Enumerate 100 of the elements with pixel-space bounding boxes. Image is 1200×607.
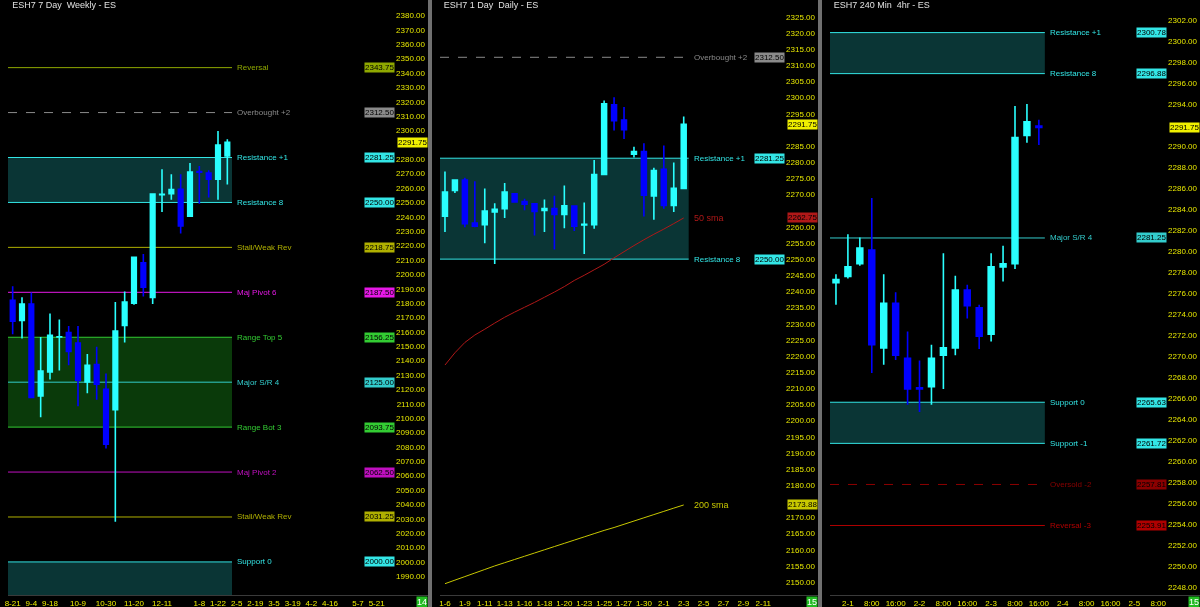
x-tick-label: 5-21	[368, 598, 386, 607]
ref-line-label: Resistance 8	[694, 255, 741, 264]
x-tick-label: 5-7	[352, 598, 365, 607]
candlestick	[56, 318, 63, 372]
candlestick	[951, 275, 960, 357]
ref-line-label: Resistance +1	[237, 153, 289, 162]
annotation: 2253.91	[1137, 521, 1167, 530]
annotation: 2281.25	[365, 153, 395, 162]
candlestick	[481, 187, 488, 245]
annotation: 2281.25	[755, 154, 785, 163]
candlestick	[205, 169, 212, 199]
x-tick-label: 16:00	[885, 598, 907, 607]
ref-line-label: Stall/Weak Rev	[237, 512, 292, 521]
candlestick	[177, 173, 184, 235]
x-tick-label: 2-19	[247, 598, 264, 607]
ref-line-label: Support 0	[1050, 398, 1086, 407]
candlestick	[868, 197, 876, 374]
annotation: 2300.78	[1137, 28, 1167, 37]
y-tick-label: 2120.00	[396, 385, 426, 395]
annotation: 2312.50	[755, 53, 785, 62]
ref-line-label: Resistance 8	[1050, 69, 1097, 78]
y-tick-label: 2180.00	[396, 298, 426, 308]
y-tick-label: 2070.00	[396, 457, 426, 467]
x-tick-label: 8:00	[1150, 598, 1167, 607]
y-tick-label: 2090.00	[396, 428, 426, 438]
y-tick-label: 2260.00	[396, 183, 426, 193]
y-tick-label: 2300.00	[1168, 36, 1198, 46]
y-tick-label: 2320.00	[396, 97, 426, 107]
candlestick	[441, 170, 449, 233]
y-tick-label: 2195.00	[786, 432, 816, 442]
y-tick-label: 2298.00	[1168, 57, 1198, 67]
x-tick-label: 10-30	[95, 598, 117, 607]
candlestick	[168, 173, 175, 201]
y-tick-label: 2250.00	[1168, 562, 1198, 572]
candlestick	[975, 303, 983, 350]
y-tick-label: 2248.00	[1168, 583, 1198, 593]
x-tick-label: 16:00	[1100, 598, 1122, 607]
y-tick-label: 2270.00	[1168, 352, 1198, 362]
x-tick-label: 1-9	[459, 598, 472, 607]
x-tick-label: 16:00	[957, 598, 978, 607]
ref-line-label: Resistance 8	[237, 198, 284, 207]
x-tick-label: 1-11	[477, 598, 494, 607]
x-tick-label: 2-1	[658, 598, 671, 607]
x-tick-label: 1-22	[209, 598, 227, 607]
y-tick-label: 2256.00	[1168, 499, 1198, 509]
x-tick-label: 1-23	[576, 598, 593, 607]
y-tick-label: 2165.00	[786, 529, 816, 539]
y-tick-label: 2250.00	[396, 198, 426, 208]
x-tick-label: 8:00	[935, 598, 952, 607]
x-tick-label: 2-3	[985, 598, 998, 607]
candlestick	[158, 168, 166, 213]
ref-line-label: Resistance +1	[694, 154, 746, 163]
candlestick	[491, 202, 498, 265]
y-tick-label: 2210.00	[786, 384, 816, 394]
x-tick-label: 2-9	[737, 598, 750, 607]
candlestick	[130, 256, 138, 306]
x-tick-label: 9-4	[25, 598, 38, 607]
x-tick-label: 1-8	[193, 598, 206, 607]
y-tick-label: 2255.00	[786, 238, 816, 248]
candlestick	[521, 197, 528, 212]
y-tick-label: 2320.00	[786, 28, 816, 38]
candlestick	[18, 296, 26, 340]
y-tick-label: 2170.00	[786, 513, 816, 523]
y-tick-label: 2370.00	[396, 25, 426, 35]
y-tick-label: 2286.00	[1168, 183, 1198, 193]
candlestick	[501, 182, 508, 219]
candlestick	[149, 193, 156, 305]
annotation: 2218.75	[365, 243, 395, 252]
annotation: 2261.72	[1137, 439, 1167, 448]
y-tick-label: 2080.00	[396, 442, 426, 452]
candlestick	[939, 252, 948, 390]
line-series	[444, 217, 685, 366]
candlestick	[28, 291, 35, 399]
y-tick-label: 2245.00	[786, 271, 816, 281]
y-tick-label: 2030.00	[396, 514, 426, 524]
x-tick-label: 2-2	[913, 598, 926, 607]
y-tick-label: 2330.00	[396, 83, 426, 93]
y-tick-label: 2220.00	[786, 351, 816, 361]
y-tick-label: 2225.00	[786, 335, 816, 345]
y-tick-label: 2280.00	[396, 155, 426, 165]
y-tick-label: 2260.00	[1168, 457, 1198, 467]
x-tick-label: 16:00	[1028, 598, 1050, 607]
ref-line-label: Stall/Weak Rev	[237, 243, 292, 252]
x-tick-label: 1-13	[496, 598, 514, 607]
y-tick-label: 1990.00	[396, 572, 426, 582]
candlestick	[46, 312, 54, 381]
y-tick-label: 2190.00	[396, 284, 426, 294]
series-label: 50 sma	[694, 213, 724, 223]
y-tick-label: 2294.00	[1168, 99, 1198, 109]
candlestick	[471, 180, 479, 228]
x-tick-label: 2-3	[677, 598, 691, 607]
y-tick-label: 2288.00	[1168, 162, 1198, 172]
y-tick-label: 2258.00	[1168, 478, 1198, 488]
ref-line-label: Major S/R 4	[237, 378, 280, 387]
candlestick	[84, 353, 91, 395]
ref-line-label: Maj Pivot 2	[237, 468, 278, 477]
ref-line-label: Reversal	[237, 63, 269, 72]
y-tick-label: 2360.00	[396, 40, 426, 50]
candlestick	[102, 372, 110, 450]
y-tick-label: 2210.00	[396, 255, 426, 265]
